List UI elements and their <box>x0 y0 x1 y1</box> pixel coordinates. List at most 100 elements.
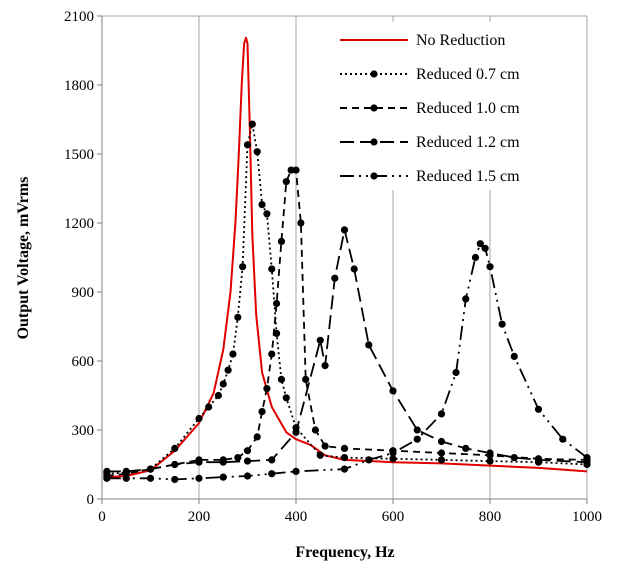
x-axis-title: Frequency, Hz <box>295 544 394 561</box>
data-point <box>268 456 276 464</box>
series-5 <box>103 240 591 484</box>
data-point <box>224 366 232 374</box>
y-tick-label: 0 <box>87 492 95 508</box>
data-point <box>253 433 261 441</box>
x-tick-label: 0 <box>98 509 106 525</box>
data-point <box>219 458 227 466</box>
data-point <box>486 457 494 465</box>
legend-label: Reduced 1.2 cm <box>416 134 520 151</box>
data-point <box>437 410 446 418</box>
data-point <box>268 350 276 358</box>
data-point <box>103 467 111 475</box>
y-tick-label: 1500 <box>64 147 94 163</box>
data-point <box>282 394 290 402</box>
data-point <box>437 437 446 446</box>
legend-marker <box>370 138 378 146</box>
data-point <box>365 341 373 349</box>
data-point <box>437 449 446 457</box>
data-point <box>534 405 543 413</box>
data-point <box>195 414 203 423</box>
data-point <box>277 237 286 245</box>
data-point <box>340 465 349 473</box>
series-3 <box>103 166 591 480</box>
series-line <box>106 123 588 475</box>
data-point <box>263 385 271 393</box>
legend: No Reduction Reduced 0.7 cm Reduced 1.0 cm… <box>330 22 582 190</box>
data-point <box>243 457 252 465</box>
data-point <box>205 403 213 411</box>
series-line <box>106 169 588 477</box>
data-point <box>273 299 281 308</box>
data-point <box>413 426 421 434</box>
data-point <box>510 454 518 462</box>
data-point <box>243 447 252 455</box>
data-point <box>452 368 460 377</box>
data-point <box>282 178 290 186</box>
data-point <box>340 226 349 234</box>
legend-label: No Reduction <box>416 32 505 49</box>
legend-marker <box>370 172 378 180</box>
series-line <box>106 36 588 479</box>
series-group <box>103 36 591 484</box>
x-tick-label: 600 <box>382 509 405 525</box>
data-point <box>277 375 286 383</box>
data-point <box>297 219 305 227</box>
series-4 <box>103 226 591 475</box>
data-point <box>268 265 276 273</box>
data-point <box>243 472 252 480</box>
data-point <box>258 201 266 209</box>
data-point <box>253 148 261 156</box>
data-point <box>292 166 300 174</box>
data-point <box>171 444 179 452</box>
data-point <box>316 336 324 344</box>
data-point <box>316 451 324 459</box>
data-point <box>476 240 484 248</box>
data-point <box>248 120 256 128</box>
data-point <box>481 244 489 252</box>
y-tick-label: 600 <box>72 354 95 370</box>
data-point <box>340 454 349 462</box>
y-tick-label: 2100 <box>64 9 94 25</box>
data-point <box>258 408 266 416</box>
data-point <box>365 456 373 464</box>
data-point <box>559 435 567 443</box>
x-tick-label: 800 <box>479 509 502 525</box>
data-point <box>263 210 271 218</box>
legend-label: Reduced 0.7 cm <box>416 66 520 83</box>
data-point <box>239 263 247 271</box>
y-tick-label: 1200 <box>64 216 94 232</box>
data-point <box>321 442 329 450</box>
data-point <box>122 474 130 482</box>
data-point <box>534 456 543 464</box>
data-point <box>243 141 252 149</box>
x-tick-label: 400 <box>285 509 308 525</box>
data-point <box>171 460 179 469</box>
data-point <box>195 458 203 466</box>
data-point <box>413 435 421 443</box>
data-point <box>462 295 470 303</box>
data-point <box>462 444 470 452</box>
data-point <box>214 391 222 400</box>
data-point <box>234 313 242 321</box>
tick-labels: 0 300 600 900 1200 1500 1800 2100 0 200 400 600 800 1… <box>64 9 602 525</box>
data-point <box>350 265 358 273</box>
data-point <box>122 467 130 475</box>
data-point <box>389 387 397 395</box>
y-tick-label: 900 <box>72 285 95 301</box>
data-point <box>340 444 349 452</box>
legend-label: Reduced 1.5 cm <box>416 168 520 185</box>
data-point <box>510 352 518 360</box>
series-line <box>106 228 588 473</box>
data-point <box>234 454 242 462</box>
data-point <box>268 470 276 478</box>
data-point <box>331 274 339 282</box>
data-point <box>302 375 310 383</box>
x-tick-label: 1000 <box>572 509 602 525</box>
data-point <box>292 428 300 436</box>
series-1 <box>106 36 588 479</box>
axes <box>97 15 588 504</box>
data-point <box>486 263 494 271</box>
data-point <box>219 380 227 388</box>
data-point <box>321 362 329 370</box>
